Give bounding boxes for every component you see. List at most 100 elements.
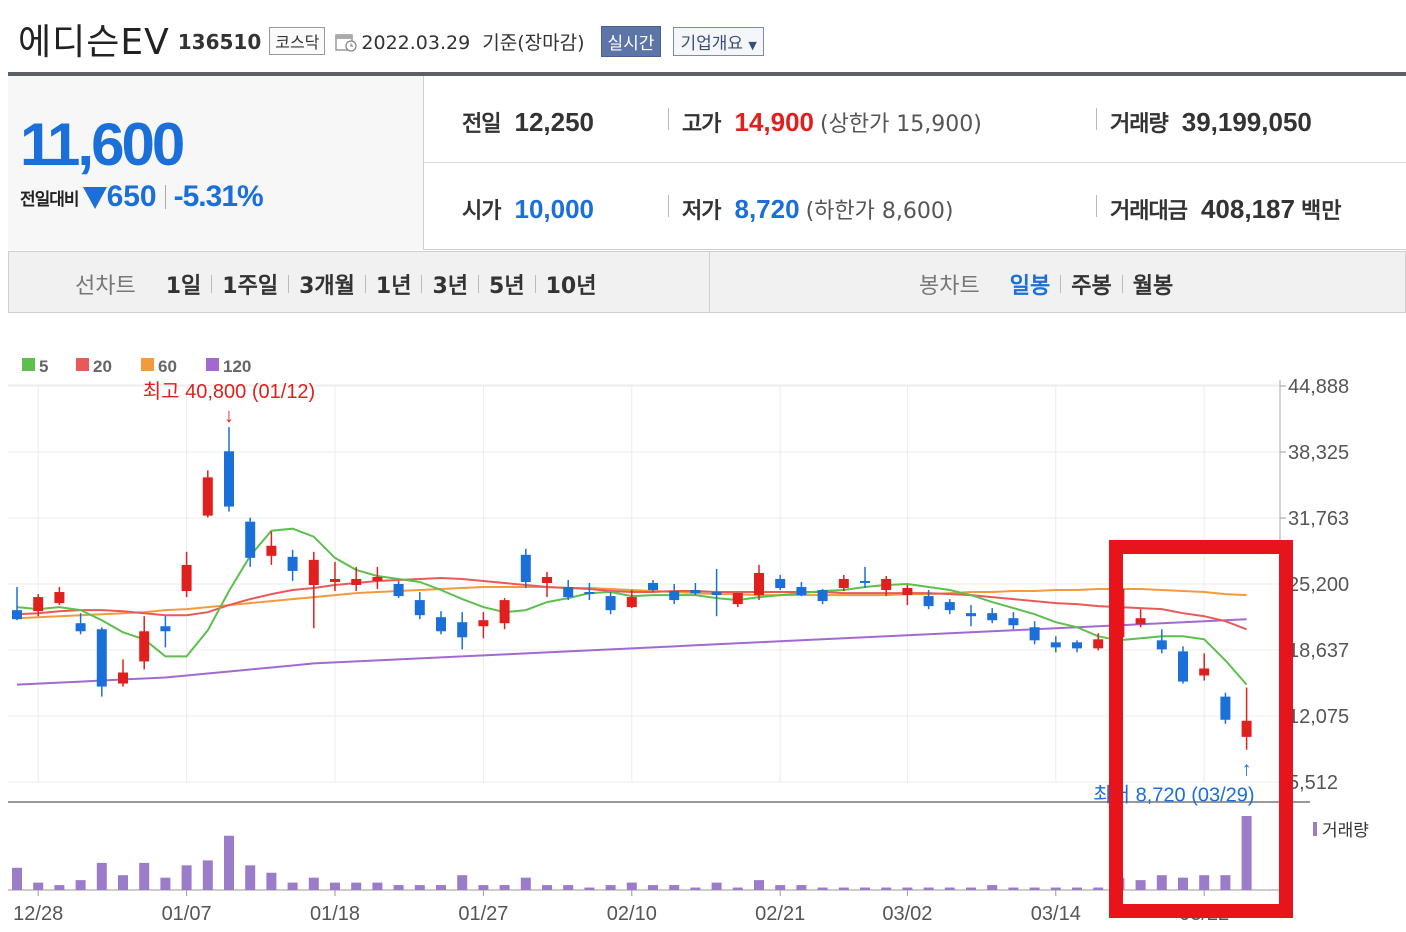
legend-swatch (22, 358, 35, 371)
candle-body (1093, 639, 1104, 649)
volume-bar (33, 882, 44, 890)
volume-bar (1029, 887, 1040, 890)
change-amount: 650 (106, 180, 157, 213)
candle-body (54, 592, 65, 604)
candle-chart-title: 봉차트 (919, 274, 980, 299)
candle-body (75, 623, 86, 632)
candle-body (372, 576, 383, 581)
volume-bar (881, 887, 892, 890)
volume-bar (160, 877, 171, 890)
period-5y[interactable]: 5년 (489, 274, 525, 299)
candle-body (160, 626, 171, 632)
realtime-button[interactable]: 실시간 (600, 25, 662, 57)
x-tick-label: 01/18 (310, 903, 360, 925)
candle-body (838, 578, 849, 589)
candle-body (1156, 640, 1167, 650)
change-label: 전일대비 (20, 189, 80, 210)
y-tick-label: 31,763 (1288, 508, 1349, 530)
candle-body (542, 576, 552, 583)
candle-body (754, 572, 764, 596)
down-triangle-icon (82, 187, 107, 209)
stock-header: 에디슨EV 136510 코스닥 2022.03.29 기준(장마감) 실시간 … (18, 16, 1398, 63)
candle-body (202, 477, 213, 516)
candle-body (902, 588, 913, 596)
legend-label: 5 (39, 357, 48, 376)
max-annotation: 최고 40,800 (01/12) (143, 380, 315, 403)
trade-amount: 거래대금 408,187 백만 (1110, 194, 1342, 224)
y-tick-label: 5,512 (1288, 772, 1338, 794)
prev-close: 전일 12,250 (462, 107, 595, 137)
chevron-down-icon: ▼ (748, 38, 757, 52)
legend-swatch (76, 358, 89, 371)
candle-body (266, 545, 277, 556)
legend-label: 120 (223, 357, 251, 376)
arrow-down-icon: ↓ (224, 405, 234, 427)
volume-bar (1135, 880, 1146, 890)
volume-bar (944, 887, 955, 890)
volume-bar (1178, 877, 1188, 890)
candle-body (118, 672, 128, 684)
volume-bar (287, 882, 298, 890)
volume-bar (457, 875, 468, 890)
x-tick-label: 03/02 (882, 903, 932, 925)
low-price: 저가 8,720 (하한가 8,600) (682, 194, 954, 224)
price-change: 전일대비 650 -5.31% (20, 180, 264, 214)
period-monthly[interactable]: 월봉 (1132, 274, 1174, 299)
volume-bar (224, 835, 234, 890)
volume-bar (711, 882, 722, 890)
candle-body (1241, 720, 1252, 737)
x-tick-label: 12/28 (13, 903, 63, 925)
candle-body (1199, 668, 1210, 676)
volume-bar (796, 885, 807, 890)
volume-bar (902, 887, 913, 890)
candle-body (923, 596, 934, 607)
volume-bar (1050, 887, 1061, 890)
quote-date: 2022.03.29 기준(장마감) (361, 31, 585, 54)
volume-bar (372, 882, 383, 890)
y-tick-label: 18,637 (1288, 640, 1349, 662)
period-1d[interactable]: 1일 (165, 274, 202, 299)
period-1w[interactable]: 1주일 (222, 274, 279, 299)
volume-bar (584, 887, 595, 890)
volume-bar (96, 862, 107, 890)
candle-body (944, 602, 955, 611)
candle-body (520, 554, 531, 582)
y-tick-label: 44,888 (1288, 376, 1349, 398)
candle-body (796, 587, 807, 596)
candle-body (1135, 618, 1146, 625)
candle-body (690, 590, 701, 594)
volume-bar (1114, 877, 1125, 890)
volume-bar (1241, 816, 1252, 890)
volume-stat: 거래량 39,199,050 (1110, 107, 1312, 137)
volume-bar (202, 860, 213, 890)
legend-swatch (141, 358, 154, 371)
period-1y[interactable]: 1년 (375, 274, 412, 299)
y-tick-label: 12,075 (1288, 706, 1349, 728)
candle-body (96, 629, 107, 687)
price-row-1: 전일 12,250 고가 14,900 (상한가 15,900) 거래량 39,199,… (424, 76, 1406, 163)
x-tick-label: 01/07 (162, 903, 212, 925)
candle-body (478, 620, 489, 627)
volume-bar (1156, 875, 1167, 890)
period-3m[interactable]: 3개월 (299, 274, 355, 299)
period-3y[interactable]: 3년 (432, 274, 469, 299)
candle-body (1220, 696, 1231, 720)
company-overview-dropdown[interactable]: 기업개요 ▼ (673, 26, 764, 56)
period-daily[interactable]: 일봉 (1009, 274, 1051, 299)
period-10y[interactable]: 10년 (545, 274, 597, 299)
high-price: 고가 14,900 (상한가 15,900) (682, 107, 982, 137)
candle-body (605, 596, 616, 611)
candle-body (330, 578, 340, 582)
candlestick-chart: 44,888 38,325 31,763 25,200 18,637 12,075 5,51… (8, 357, 1369, 925)
x-tick-label: 01/27 (458, 903, 508, 925)
volume-bar (1008, 887, 1019, 890)
period-weekly[interactable]: 주봉 (1071, 274, 1112, 299)
stock-name: 에디슨EV (18, 22, 170, 63)
candle-body (563, 587, 574, 598)
candle-body (308, 559, 319, 586)
candle-body (33, 597, 44, 612)
candle-body (732, 593, 743, 605)
candle-body (1029, 627, 1040, 641)
volume-bar (139, 862, 150, 890)
volume-bar (520, 877, 531, 890)
